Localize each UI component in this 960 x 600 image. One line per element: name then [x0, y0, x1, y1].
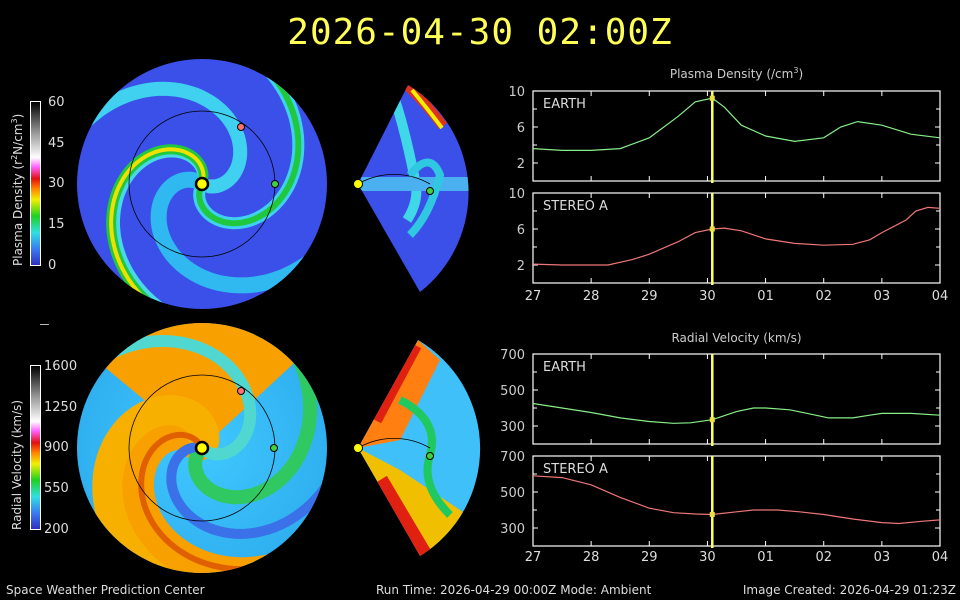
- earth-series-line: [532, 97, 941, 151]
- velocity-spiral-arm: [118, 323, 318, 505]
- x-tick-label: 02: [815, 550, 832, 565]
- chart-panel-frame: [532, 455, 941, 547]
- density-tick: 15: [48, 217, 65, 232]
- heliosphere-maps: [77, 59, 481, 573]
- current-value-marker: [709, 417, 715, 423]
- x-tick-label: 30: [699, 289, 716, 304]
- current-value-marker: [709, 226, 715, 232]
- sun-marker: [194, 176, 210, 192]
- x-tick-label: 28: [583, 550, 600, 565]
- density-colorbar: [30, 101, 41, 266]
- x-tick-label: 02: [815, 289, 832, 304]
- chart-title: Radial Velocity (km/s): [671, 331, 801, 345]
- velocity-spiral-arm: [138, 426, 327, 573]
- stereo-a-series-line: [532, 475, 941, 525]
- velocity-spiral-arm: [92, 395, 327, 573]
- y-tick-label: 300: [500, 420, 525, 435]
- velocity-tick: 900: [44, 440, 69, 455]
- y-tick-label: 2: [517, 259, 525, 274]
- x-tick-label: 04: [932, 289, 949, 304]
- velocity-tick: 1250: [44, 400, 78, 415]
- x-tick-label: 03: [874, 550, 891, 565]
- y-tick-label: 6: [517, 121, 525, 136]
- footer-image-created: Image Created: 2026-04-29 01:23Z: [742, 583, 956, 597]
- density-spiral-arm: [77, 59, 302, 227]
- velocity-meridional-wedge: [357, 340, 481, 556]
- earth-marker: [271, 180, 279, 188]
- sun-marker: [194, 440, 210, 456]
- current-value-marker: [709, 512, 715, 517]
- y-tick-label: 10: [508, 85, 525, 100]
- velocity-ecliptic-map: [77, 323, 327, 573]
- x-tick-label: 03: [874, 289, 891, 304]
- x-tick-label: 27: [525, 550, 542, 565]
- y-tick-label: 6: [517, 223, 525, 238]
- velocity-colorbar: [30, 365, 41, 530]
- density-spiral-arm: [109, 147, 327, 309]
- chart-title: Plasma Density (/cm3): [670, 66, 803, 81]
- x-tick-label: 30: [699, 550, 716, 565]
- y-tick-label: 300: [500, 522, 525, 537]
- y-tick-label: 700: [500, 348, 525, 363]
- velocity-tick: 550: [44, 481, 69, 496]
- x-tick-label: 29: [641, 289, 658, 304]
- x-tick-label: 28: [583, 289, 600, 304]
- density-ecliptic-map: [77, 59, 327, 309]
- panel-label: STEREO A: [543, 199, 608, 214]
- x-tick-label: 27: [525, 289, 542, 304]
- earth-marker: [426, 452, 434, 460]
- y-tick-label: 2: [517, 157, 525, 172]
- velocity-spiral-arm: [166, 323, 327, 539]
- panel-label: STEREO A: [543, 462, 608, 477]
- velocity-spiral-arm: [77, 334, 257, 536]
- separator-dash: [40, 324, 49, 325]
- x-tick-label: 01: [757, 289, 774, 304]
- sun-marker: [353, 179, 363, 189]
- current-value-marker: [709, 95, 715, 101]
- earth-marker: [270, 444, 278, 452]
- x-tick-label: 01: [757, 550, 774, 565]
- y-tick-label: 500: [500, 486, 525, 501]
- velocity-tick: 1600: [44, 359, 78, 374]
- panel-label: EARTH: [543, 97, 586, 112]
- stereo-a-marker: [237, 387, 245, 395]
- footer-run-info: Run Time: 2026-04-29 00:00Z Mode: Ambien…: [376, 583, 652, 597]
- earth-series-line: [532, 402, 941, 424]
- velocity-tick: 200: [44, 522, 69, 537]
- stereo-a-marker: [237, 123, 245, 131]
- density-tick: 45: [48, 136, 65, 151]
- y-tick-label: 500: [500, 384, 525, 399]
- stereo-a-series-line: [532, 206, 941, 266]
- sun-marker: [353, 443, 363, 453]
- earth-marker: [426, 187, 434, 195]
- density-spiral-arm: [150, 71, 327, 294]
- chart-panel-frame: [532, 192, 941, 284]
- density-meridional-wedge: [357, 85, 469, 292]
- panel-label: EARTH: [543, 360, 586, 375]
- timestamp-title: 2026-04-30 02:00Z: [287, 12, 673, 53]
- density-tick: 0: [48, 258, 57, 273]
- density-spiral-arm: [77, 81, 248, 309]
- footer-organization: Space Weather Prediction Center: [6, 583, 205, 597]
- chart-panel-frame: [532, 90, 941, 182]
- density-tick: 30: [48, 176, 65, 191]
- x-tick-label: 29: [641, 550, 658, 565]
- density-tick: 60: [48, 95, 65, 110]
- y-tick-label: 700: [500, 450, 525, 465]
- chart-panel-frame: [532, 353, 941, 445]
- y-tick-label: 10: [508, 187, 525, 202]
- x-tick-label: 04: [932, 550, 949, 565]
